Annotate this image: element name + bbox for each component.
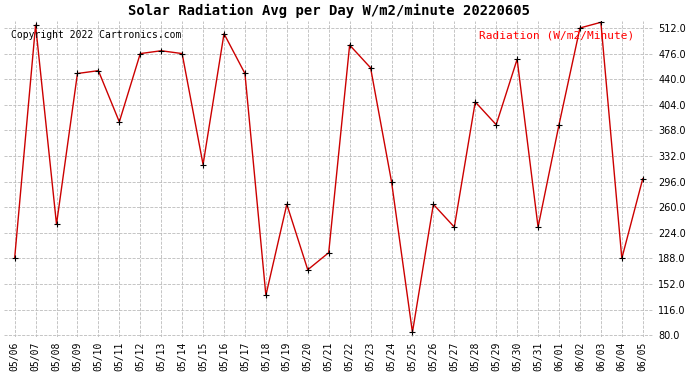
Text: Copyright 2022 Cartronics.com: Copyright 2022 Cartronics.com — [10, 30, 181, 40]
Text: Radiation (W/m2/Minute): Radiation (W/m2/Minute) — [478, 30, 633, 40]
Title: Solar Radiation Avg per Day W/m2/minute 20220605: Solar Radiation Avg per Day W/m2/minute … — [128, 4, 530, 18]
